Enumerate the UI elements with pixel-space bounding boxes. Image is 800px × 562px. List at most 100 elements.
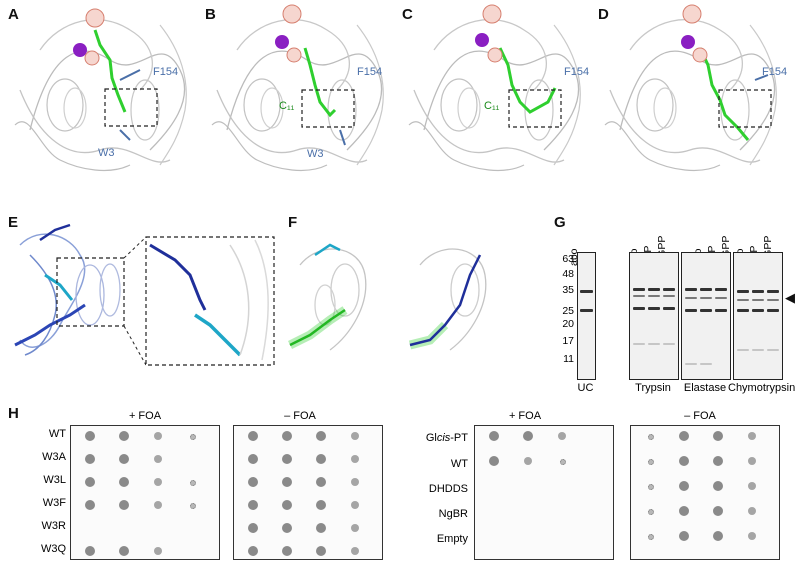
yeast-spot <box>489 456 499 466</box>
zoom-box-c <box>508 89 562 128</box>
yeast-spot <box>748 507 756 515</box>
yeast-spot <box>190 434 196 440</box>
yeast-spot <box>748 432 756 440</box>
yeast-spot <box>523 431 533 441</box>
yeast-spot <box>248 523 258 533</box>
yeast-spot <box>679 481 689 491</box>
row-label-left: W3A <box>42 451 66 463</box>
yeast-spot <box>316 477 326 487</box>
yeast-spot <box>85 546 95 556</box>
yeast-spot <box>248 454 258 464</box>
yeast-spot <box>248 431 258 441</box>
plate-minus-foa-left <box>233 425 383 560</box>
label-w3-b: W3 <box>307 148 324 160</box>
condition-plus-foa-right: + FOA <box>508 410 542 422</box>
row-label-right: WT <box>450 458 468 470</box>
yeast-spot <box>248 500 258 510</box>
mw-marker: 17 <box>562 335 574 347</box>
yeast-spot <box>560 459 566 465</box>
yeast-spot <box>154 432 162 440</box>
yeast-spot <box>489 431 499 441</box>
yeast-spot <box>648 484 654 490</box>
arrow-icon: ◀ <box>785 290 795 305</box>
row-label-left: W3R <box>41 520 66 532</box>
yeast-spot <box>316 546 326 556</box>
yeast-spot <box>282 546 292 556</box>
yeast-spot <box>713 431 723 441</box>
yeast-spot <box>154 478 162 486</box>
mw-marker: 11 <box>563 353 574 365</box>
mw-marker: 48 <box>562 268 574 280</box>
yeast-spot <box>648 434 654 440</box>
panel-label-c: C <box>402 6 413 23</box>
yeast-spot <box>119 477 129 487</box>
yeast-spot <box>190 503 196 509</box>
row-label-left: W3Q <box>40 543 66 555</box>
yeast-spot <box>154 547 162 555</box>
yeast-spot <box>351 524 359 532</box>
structures-ef <box>14 223 487 366</box>
zoom-content-e <box>149 239 269 361</box>
mw-marker: 20 <box>562 318 574 330</box>
zoom-box-a <box>104 88 158 127</box>
yeast-spot <box>524 457 532 465</box>
yeast-spot <box>748 457 756 465</box>
yeast-spot <box>119 500 129 510</box>
label-c11-b: C₁₁ <box>279 100 295 112</box>
yeast-spot <box>282 523 292 533</box>
condition-plus-foa-left: + FOA <box>128 410 162 422</box>
yeast-spot <box>648 534 654 540</box>
panel-g-gel: apo apo FPP GGPP apo FPP GGPP apo FPP GG… <box>550 218 800 398</box>
structures-abcd <box>14 4 777 172</box>
structure-f-left <box>287 243 367 351</box>
yeast-spot <box>351 432 359 440</box>
ligand-b <box>275 4 346 146</box>
ligand-a <box>73 8 141 141</box>
yeast-spot <box>648 509 654 515</box>
group-label-trypsin: Trypsin <box>635 382 671 394</box>
yeast-spot <box>119 431 129 441</box>
yeast-spot <box>679 456 689 466</box>
structure-f-right <box>408 248 487 351</box>
yeast-spot <box>679 431 689 441</box>
mw-marker: 63 <box>562 253 574 265</box>
gel-chymotrypsin <box>733 252 783 380</box>
condition-minus-foa-left: – FOA <box>284 410 316 422</box>
yeast-spot <box>282 431 292 441</box>
yeast-spot <box>85 500 95 510</box>
yeast-spot <box>316 454 326 464</box>
label-f154-b: F154 <box>357 66 383 78</box>
yeast-spot <box>154 501 162 509</box>
yeast-spot <box>316 500 326 510</box>
yeast-spot <box>190 480 196 486</box>
yeast-spot <box>351 501 359 509</box>
zoom-panel-e <box>145 236 275 366</box>
row-label-left: WT <box>48 428 66 440</box>
yeast-spot <box>282 454 292 464</box>
gel-uc <box>577 252 596 380</box>
label-f154-a: F154 <box>153 66 179 78</box>
group-label-chymotrypsin: Chymotrypsin <box>728 382 796 394</box>
yeast-spot <box>713 481 723 491</box>
panel-label-h: H <box>8 405 19 422</box>
yeast-spot <box>558 432 566 440</box>
label-f154-c: F154 <box>564 66 590 78</box>
yeast-spot <box>713 456 723 466</box>
gel-trypsin <box>629 252 679 380</box>
gel-elastase <box>681 252 731 380</box>
plate-plus-foa-right <box>474 425 614 560</box>
yeast-spot <box>351 455 359 463</box>
mw-marker: 35 <box>562 284 574 296</box>
group-label-elastase: Elastase <box>683 382 727 394</box>
yeast-spot <box>282 477 292 487</box>
yeast-spot <box>713 506 723 516</box>
ligand-d <box>681 4 769 141</box>
yeast-spot <box>154 455 162 463</box>
panel-label-e: E <box>8 214 19 231</box>
yeast-spot <box>351 547 359 555</box>
ligand-c <box>475 4 557 114</box>
yeast-spot <box>248 546 258 556</box>
panel-label-g: G <box>554 214 566 231</box>
panel-label-f: F <box>288 214 298 231</box>
mw-marker: 25 <box>562 305 574 317</box>
